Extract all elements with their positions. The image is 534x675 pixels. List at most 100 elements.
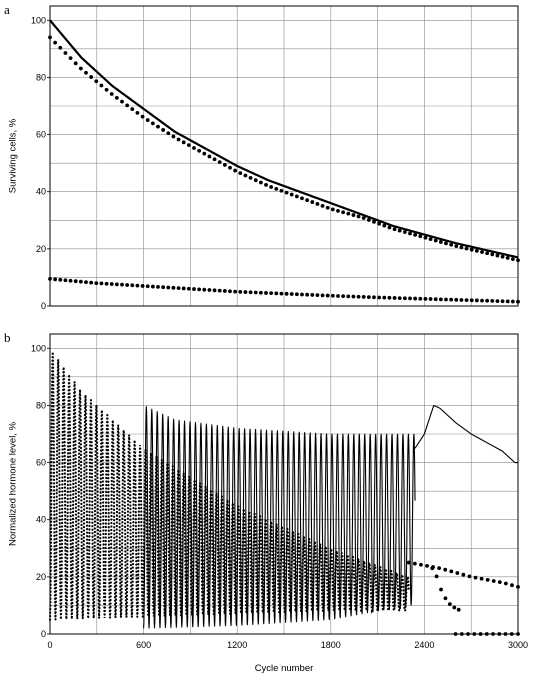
- data-point: [449, 297, 454, 302]
- data-point: [341, 210, 346, 215]
- y-tick-label: 100: [31, 15, 46, 25]
- data-point: [207, 154, 212, 159]
- data-point: [467, 574, 472, 579]
- data-point: [412, 561, 417, 566]
- data-point: [228, 165, 232, 170]
- data-point: [320, 203, 325, 208]
- data-point: [325, 293, 330, 298]
- data-point: [89, 75, 94, 79]
- data-point: [294, 292, 299, 297]
- data-point: [150, 121, 155, 126]
- data-point: [377, 295, 382, 300]
- data-point: [469, 298, 474, 303]
- data-point: [73, 279, 78, 284]
- data-point: [491, 579, 496, 583]
- data-point: [479, 576, 484, 581]
- y-tick-label: 60: [36, 458, 46, 468]
- data-point: [253, 178, 258, 183]
- data-point: [392, 227, 397, 232]
- data-point: [351, 213, 356, 217]
- data-point: [387, 295, 392, 300]
- data-point: [455, 571, 460, 575]
- series-b-3-points: [406, 560, 520, 589]
- data-point: [305, 198, 310, 203]
- data-point: [485, 298, 490, 303]
- data-point: [120, 99, 124, 104]
- data-point: [186, 286, 191, 291]
- y-tick-label: 40: [36, 515, 46, 525]
- data-point: [279, 188, 284, 193]
- data-point: [63, 51, 68, 55]
- data-point: [300, 196, 304, 201]
- data-point: [495, 253, 500, 258]
- data-point: [161, 285, 166, 290]
- panel-b: b 0 20 40 60 80 100 0 600 1200 1800 2400 3000 Norma…: [4, 330, 528, 674]
- grid-a: [49, 6, 519, 307]
- data-point: [433, 297, 438, 302]
- data-point: [94, 281, 99, 285]
- data-point: [192, 146, 196, 150]
- series-b: [48, 352, 520, 636]
- x-tick-label: 0: [47, 640, 52, 650]
- data-point: [387, 225, 392, 230]
- data-point: [480, 250, 484, 254]
- data-point: [305, 292, 310, 297]
- data-point: [351, 294, 356, 299]
- data-point: [222, 289, 227, 293]
- data-point: [279, 291, 284, 296]
- data-point: [485, 251, 490, 256]
- data-point: [264, 291, 268, 295]
- y-tick-label: 40: [36, 187, 46, 197]
- data-point: [58, 45, 63, 50]
- data-point: [186, 143, 191, 148]
- data-point: [248, 175, 253, 180]
- data-point: [114, 282, 119, 287]
- data-point: [181, 140, 186, 145]
- data-point: [474, 298, 479, 303]
- y-tick-label: 0: [41, 301, 46, 311]
- data-point: [372, 295, 376, 300]
- data-point: [459, 298, 464, 302]
- data-point: [289, 292, 294, 296]
- data-point: [437, 566, 442, 571]
- data-point: [161, 128, 166, 132]
- panel-a-letter: a: [4, 2, 10, 17]
- y-tick-label: 0: [41, 629, 46, 639]
- data-point: [330, 293, 335, 298]
- data-point: [192, 287, 196, 291]
- x-tick-label: 2400: [414, 640, 434, 650]
- data-point: [464, 298, 469, 303]
- series-a-2-points: [48, 276, 520, 304]
- data-point: [233, 289, 238, 294]
- data-point: [361, 295, 366, 299]
- data-point: [53, 40, 58, 45]
- data-point: [109, 282, 114, 286]
- data-point: [356, 214, 361, 219]
- data-point: [377, 221, 382, 226]
- data-point: [150, 284, 155, 289]
- data-point: [176, 137, 181, 142]
- data-point: [423, 235, 428, 240]
- data-point: [449, 569, 454, 574]
- data-point: [243, 290, 248, 294]
- data-point: [140, 114, 145, 119]
- data-point: [269, 291, 274, 296]
- data-point: [361, 216, 366, 220]
- data-point: [145, 284, 150, 289]
- data-point: [125, 283, 130, 287]
- data-point: [99, 83, 104, 88]
- data-point: [73, 61, 78, 66]
- data-point: [382, 295, 387, 300]
- data-point: [99, 281, 104, 286]
- data-point: [130, 283, 135, 288]
- data-point: [202, 287, 207, 292]
- data-point: [454, 297, 459, 302]
- data-point: [366, 218, 371, 222]
- data-point: [78, 66, 83, 71]
- data-point: [413, 232, 418, 237]
- data-point: [104, 281, 109, 286]
- data-point: [156, 284, 160, 289]
- data-point: [84, 70, 88, 75]
- data-point: [315, 202, 320, 206]
